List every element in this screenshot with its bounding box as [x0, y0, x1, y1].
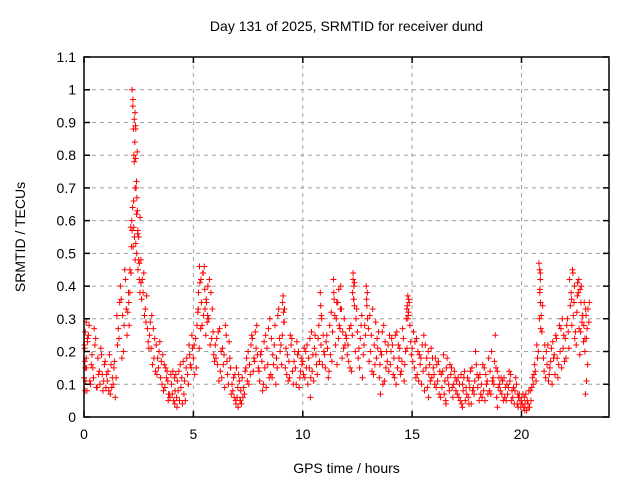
svg-text:1: 1 [68, 82, 76, 98]
svg-text:0.2: 0.2 [57, 344, 77, 360]
grid-lines [84, 57, 609, 417]
chart-title: Day 131 of 2025, SRMTID for receiver dun… [209, 18, 484, 34]
svg-text:0.3: 0.3 [57, 311, 77, 327]
svg-text:20: 20 [514, 426, 530, 442]
svg-text:0.5: 0.5 [57, 245, 77, 261]
svg-text:0.7: 0.7 [57, 180, 77, 196]
svg-text:0.6: 0.6 [57, 213, 77, 229]
svg-text:0.1: 0.1 [57, 376, 77, 392]
tick-labels: 0 0.1 0.2 0.3 0.4 0.5 0.6 0.7 0.8 0.9 1 1.1 0 5 10 15 20 [57, 49, 530, 442]
svg-text:0: 0 [80, 426, 88, 442]
svg-text:0.4: 0.4 [57, 278, 77, 294]
data-points [81, 86, 593, 414]
svg-text:0.9: 0.9 [57, 115, 77, 131]
svg-text:5: 5 [190, 426, 198, 442]
svg-text:10: 10 [295, 426, 311, 442]
x-axis-label: GPS time / hours [293, 460, 400, 476]
svg-text:0: 0 [68, 409, 76, 425]
svg-text:1.1: 1.1 [57, 49, 77, 65]
svg-text:15: 15 [404, 426, 420, 442]
svg-text:0.8: 0.8 [57, 147, 77, 163]
axis-frame [83, 56, 610, 418]
